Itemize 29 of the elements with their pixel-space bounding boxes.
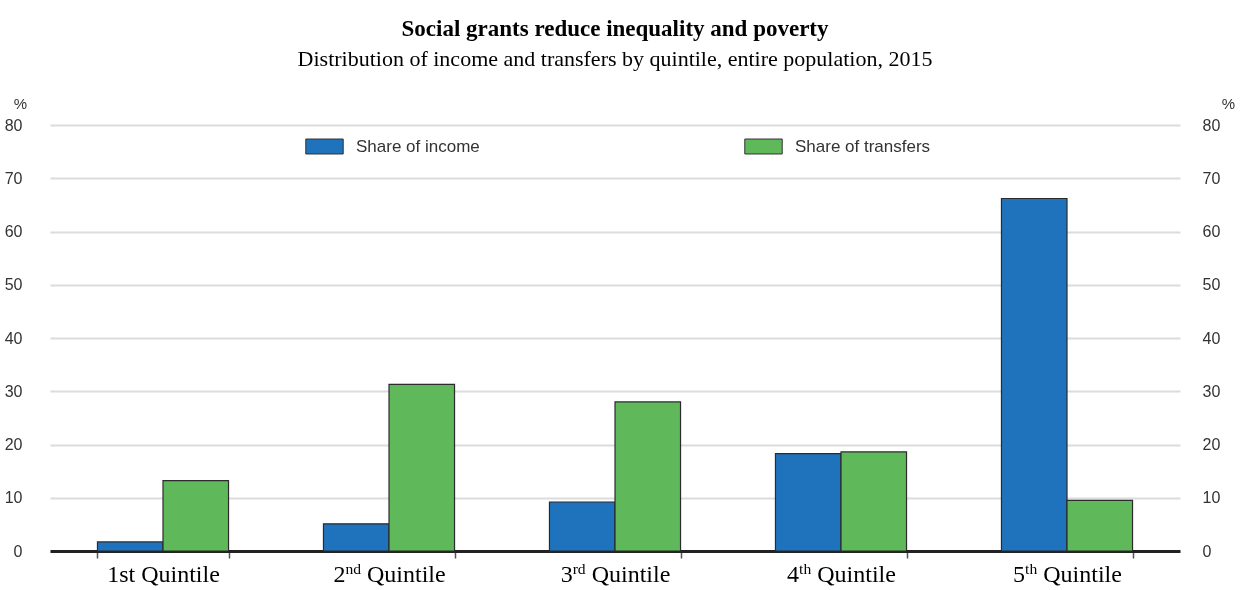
- x-tick-label: 5$^{th}$ Quintile: [1013, 559, 1122, 587]
- y-tick-label: 60: [4, 223, 23, 240]
- x-tick-label: 2$^{nd}$ Quintile: [333, 559, 446, 587]
- y2-tick-label: 10: [1202, 489, 1221, 507]
- y2-tick-label: 30: [1202, 382, 1221, 400]
- legend-label: Share of income: [356, 136, 480, 156]
- y2-tick-label: 40: [1202, 329, 1221, 347]
- chart-title: Social grants reduce inequality and poverty: [401, 16, 829, 41]
- x-tick-label: 1st Quintile: [107, 560, 220, 587]
- y-tick-label: 70: [4, 169, 23, 187]
- y2-tick-label: 50: [1202, 276, 1221, 294]
- y2-tick-label: 60: [1202, 223, 1221, 240]
- y-tick-label: 20: [4, 436, 23, 453]
- y2-tick-label: 0: [1202, 542, 1212, 560]
- y2-tick-label: 70: [1202, 169, 1221, 187]
- legend-label: Share of transfers: [795, 136, 931, 156]
- y-tick-label: 10: [4, 489, 23, 507]
- y-axis-title: %: [13, 94, 28, 112]
- y-tick-label: 0: [13, 542, 23, 560]
- y2-tick-label: 80: [1202, 116, 1221, 134]
- y-tick-label: 40: [4, 329, 23, 347]
- y2-axis-title: %: [1221, 94, 1236, 112]
- x-tick-label: 3$^{rd}$ Quintile: [560, 559, 671, 587]
- x-tick-label: 4$^{th}$ Quintile: [787, 559, 896, 587]
- chart-subtitle: Distribution of income and transfers by quintile, entire population, 2015: [297, 46, 933, 71]
- y-tick-label: 80: [4, 116, 23, 134]
- y2-tick-label: 20: [1202, 436, 1221, 453]
- y-tick-label: 50: [4, 276, 23, 294]
- y-tick-label: 30: [4, 382, 23, 400]
